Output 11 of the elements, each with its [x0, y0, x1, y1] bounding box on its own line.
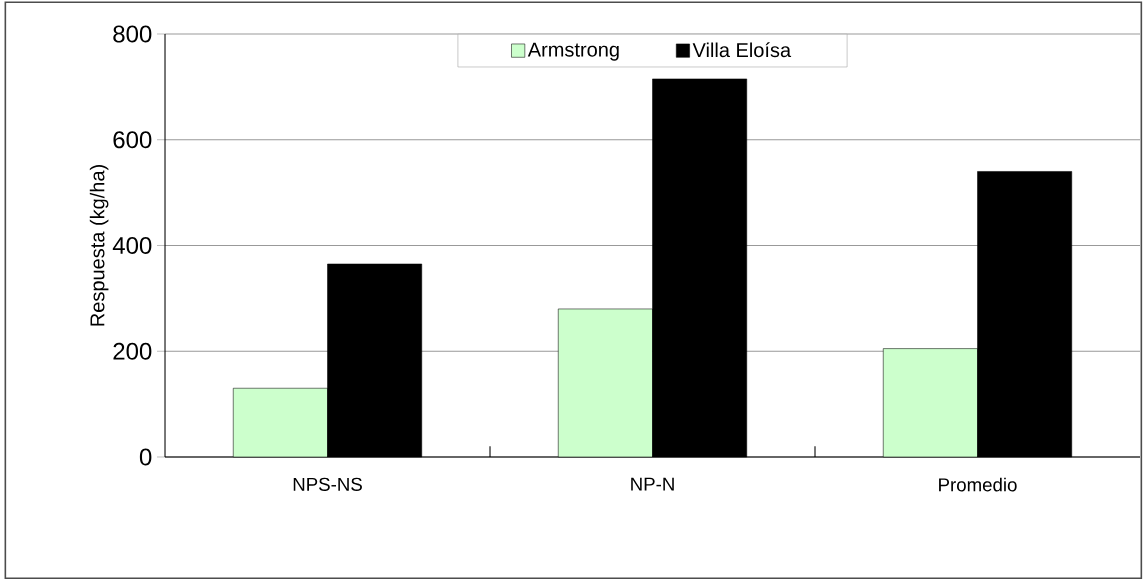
- y-tick-label: 0: [139, 448, 152, 466]
- y-tick-label: 800: [113, 25, 152, 43]
- y-tick-label: 400: [112, 236, 152, 254]
- y-tick-label: 600: [113, 131, 152, 149]
- y-tick-label: 200: [113, 342, 152, 360]
- y-axis-title: Respuesta (kg/ha): [89, 165, 109, 326]
- x-tick-label: Promedio: [939, 477, 1017, 492]
- legend-label: Armstrong: [527, 42, 619, 61]
- legend-label: Villa Eloísa: [692, 42, 792, 58]
- x-tick-label: NP-N: [631, 477, 674, 491]
- x-tick-label: NPS-NS: [293, 477, 362, 491]
